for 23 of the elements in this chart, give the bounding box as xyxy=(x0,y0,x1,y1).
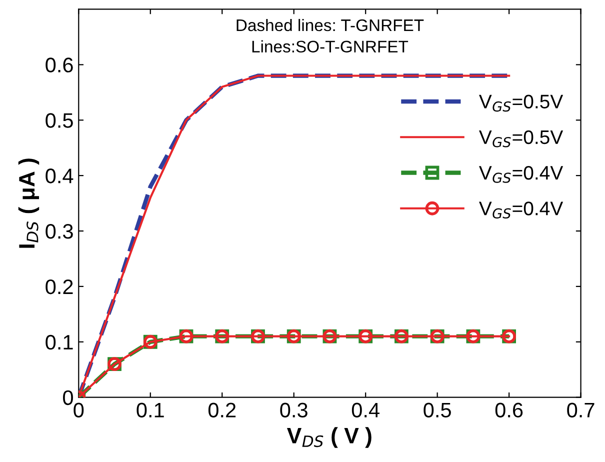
x-tick-label: 0.2 xyxy=(208,402,236,418)
legend-label: V$_{GS}$=0.4V xyxy=(478,202,564,219)
y-axis-title: I$_{DS}$ ( μA ) xyxy=(18,158,40,248)
y-tick-label: 0.1 xyxy=(46,334,73,350)
x-tick-label: 0.6 xyxy=(495,402,523,418)
y-tick-label: 0.2 xyxy=(46,279,73,294)
x-tick-label: 0.5 xyxy=(424,402,451,418)
x-axis-title: V$_{DS}$ ( V ) xyxy=(286,427,372,448)
y-tick-label: 0 xyxy=(63,390,73,406)
x-tick-label: 0.3 xyxy=(280,402,308,418)
x-tick-label: 0 xyxy=(74,402,84,418)
annotation: Lines:SO-T-GNRFET xyxy=(252,40,408,53)
x-tick-label: 0.7 xyxy=(567,402,594,418)
y-tick-label: 0.4 xyxy=(46,168,74,184)
x-tick-label: 0.1 xyxy=(136,402,164,418)
legend-label: V$_{GS}$=0.5V xyxy=(478,94,564,112)
y-tick-label: 0.5 xyxy=(46,113,73,128)
y-tick-label: 0.6 xyxy=(46,58,73,72)
legend-label: V$_{GS}$=0.4V xyxy=(478,166,564,183)
annotation: Dashed lines: T-GNRFET xyxy=(236,18,424,32)
y-tick-label: 0.3 xyxy=(46,224,73,239)
legend-label: V$_{GS}$=0.5V xyxy=(478,130,564,148)
x-tick-label: 0.4 xyxy=(352,402,380,418)
